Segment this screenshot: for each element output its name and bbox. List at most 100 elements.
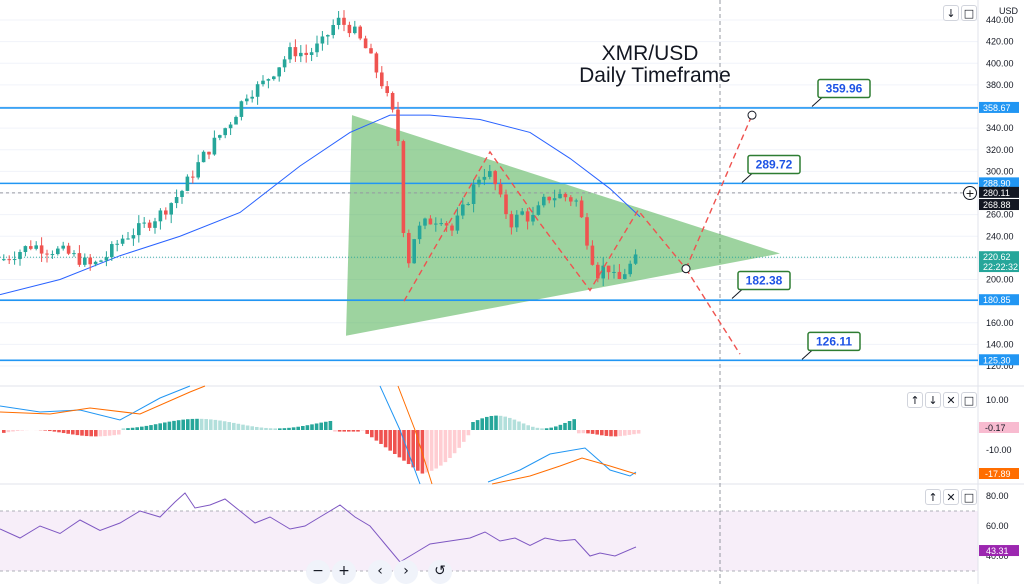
rsi-pane-maximize-button[interactable]: □ xyxy=(961,489,977,505)
candle xyxy=(363,35,368,49)
plus-circle-icon[interactable]: + xyxy=(963,186,977,200)
candle-body xyxy=(228,124,233,129)
macd-bar xyxy=(632,430,636,435)
price-badge-label: 22:22:32 xyxy=(983,262,1018,272)
price-badge-bg xyxy=(979,261,1019,273)
macd-bar xyxy=(457,430,461,448)
rsi-pane-close-button[interactable]: ✕ xyxy=(943,489,959,505)
macd-bar xyxy=(590,430,595,434)
macd-bar xyxy=(347,430,351,432)
pane-down-button[interactable]: ↓ xyxy=(943,5,959,21)
macd-bar xyxy=(356,430,360,432)
reset-chart-button[interactable]: ↺ xyxy=(428,560,452,584)
rsi-band xyxy=(0,510,978,572)
price-tick-label: 120.00 xyxy=(986,361,1014,371)
candle xyxy=(309,47,314,62)
macd-bar xyxy=(393,430,397,454)
candle xyxy=(612,264,616,279)
candle xyxy=(218,134,222,141)
macd-bar xyxy=(291,427,296,430)
callout-label: 359.96 xyxy=(826,82,863,96)
macd-bar xyxy=(204,419,208,430)
scroll-right-button[interactable]: › xyxy=(394,560,418,584)
candle-body xyxy=(66,245,71,254)
macd-pane-down-button[interactable]: ↓ xyxy=(925,392,941,408)
candle-body xyxy=(169,203,173,215)
pane-maximize-button[interactable]: □ xyxy=(961,5,977,21)
candle xyxy=(93,260,98,267)
macd-bar xyxy=(163,422,167,430)
candle xyxy=(304,44,308,63)
candle xyxy=(18,249,22,266)
zigzag-pattern xyxy=(403,150,687,302)
candle xyxy=(536,201,541,216)
candle xyxy=(180,189,184,204)
candle xyxy=(488,164,492,180)
rsi-pane-up-button[interactable]: ↑ xyxy=(925,489,941,505)
macd-bar xyxy=(15,430,20,431)
candle xyxy=(147,219,152,231)
callout-leader xyxy=(811,97,823,107)
macd-bar xyxy=(567,421,572,430)
candle-body xyxy=(218,135,222,138)
macd-bar xyxy=(351,430,356,432)
candle-body xyxy=(363,38,368,49)
macd-bar xyxy=(250,426,254,430)
macd-bar xyxy=(324,421,328,430)
candle-body xyxy=(455,215,460,231)
candle-body xyxy=(515,214,519,228)
price-badge-label: 280.11 xyxy=(983,188,1010,198)
callout-leader xyxy=(741,173,753,183)
price-badge-label: 358.67 xyxy=(983,103,1011,113)
candle xyxy=(585,212,589,250)
zoom-out-button[interactable]: − xyxy=(306,560,330,584)
currency-label: USD xyxy=(998,6,1018,16)
candle-body xyxy=(104,257,109,261)
macd-pane-maximize-button[interactable]: □ xyxy=(961,392,977,408)
macd-bar xyxy=(544,428,549,430)
macd-bar xyxy=(287,427,291,430)
candle xyxy=(158,208,163,230)
macd-bar xyxy=(278,428,282,430)
candle-body xyxy=(380,72,384,87)
macd-bar xyxy=(126,428,130,430)
candle xyxy=(99,259,103,263)
callout-leader xyxy=(801,350,813,360)
candle xyxy=(223,127,227,139)
candle-body xyxy=(606,265,611,273)
zoom-in-button[interactable]: + xyxy=(332,560,356,584)
candle xyxy=(288,42,292,64)
macd-bar xyxy=(103,430,107,437)
macd-bar xyxy=(494,415,498,430)
candle xyxy=(77,245,82,267)
candle-body xyxy=(50,254,55,256)
macd-bar xyxy=(227,422,231,430)
macd-bar xyxy=(11,430,15,432)
macd-bar xyxy=(2,430,6,433)
candle xyxy=(342,10,346,32)
candle-body xyxy=(601,265,605,279)
rsi-tick-label: 60.00 xyxy=(986,521,1009,531)
candle xyxy=(234,115,238,125)
macd-tick-label: -10.00 xyxy=(986,445,1012,455)
macd-bar xyxy=(84,430,89,437)
candle xyxy=(293,39,298,62)
macd-bar xyxy=(370,430,374,438)
macd-pane-close-button[interactable]: ✕ xyxy=(943,392,959,408)
macd-bar xyxy=(503,416,507,430)
macd-bar xyxy=(540,428,544,430)
candle xyxy=(61,241,65,251)
macd-bar xyxy=(222,421,227,430)
candle-body xyxy=(99,260,103,262)
macd-pane-up-button[interactable]: ↑ xyxy=(907,392,923,408)
candle xyxy=(83,253,87,267)
macd-bar xyxy=(181,419,185,430)
candle-body xyxy=(596,264,600,279)
macd-bar xyxy=(218,420,222,430)
candle-body xyxy=(401,141,406,233)
price-badge-label: 180.85 xyxy=(983,295,1011,305)
scroll-left-button[interactable]: ‹ xyxy=(368,560,392,584)
macd-bar xyxy=(117,430,121,435)
